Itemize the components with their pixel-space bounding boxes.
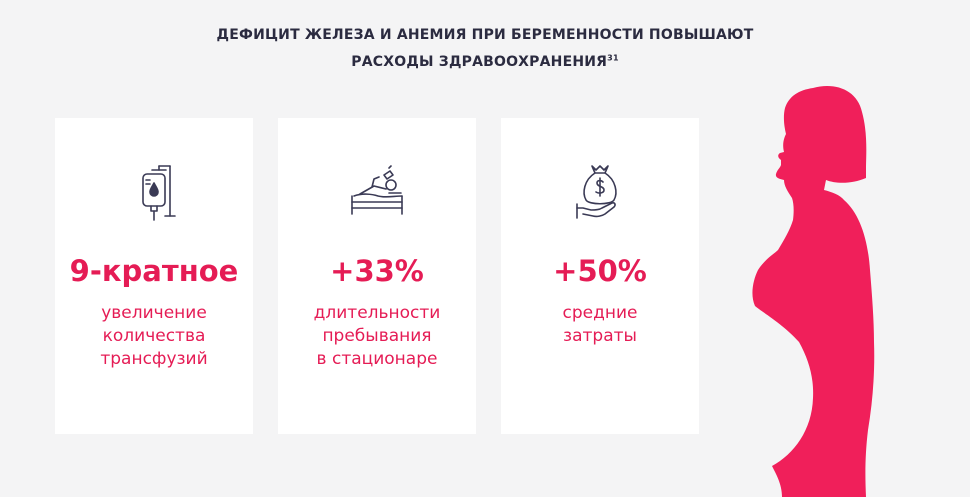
desc-line: количества (102, 326, 206, 346)
desc-line: пребывания (322, 326, 432, 346)
stat-card-costs: +50% средние затраты (501, 118, 699, 434)
title-line-2: РАСХОДЫ ЗДРАВООХРАНЕНИЯ31 (140, 49, 830, 76)
title-line-1: ДЕФИЦИТ ЖЕЛЕЗА И АНЕМИЯ ПРИ БЕРЕМЕННОСТИ… (216, 27, 754, 43)
stat-card-hospital-stay: +33% длительности пребывания в стационар… (278, 118, 476, 434)
stat-value: 9-кратное (69, 254, 239, 288)
stat-card-transfusions: 9-кратное увеличение количества трансфуз… (55, 118, 253, 434)
stat-description: увеличение количества трансфузий (55, 302, 253, 371)
iv-drip-bag-icon (119, 156, 189, 226)
stat-value: +33% (330, 254, 424, 288)
title-line-2-text: РАСХОДЫ ЗДРАВООХРАНЕНИЯ (351, 54, 608, 70)
footnote-ref: 31 (607, 53, 619, 63)
hospital-bed-icon (342, 156, 412, 226)
stat-description: средние затраты (501, 302, 699, 348)
page-title: ДЕФИЦИТ ЖЕЛЕЗА И АНЕМИЯ ПРИ БЕРЕМЕННОСТИ… (140, 22, 830, 76)
desc-line: трансфузий (100, 349, 208, 369)
desc-line: затраты (563, 326, 637, 346)
stat-description: длительности пребывания в стационаре (278, 302, 476, 371)
pregnant-woman-silhouette (700, 80, 970, 497)
desc-line: увеличение (101, 303, 207, 323)
money-bag-hand-icon (565, 156, 635, 226)
stat-value: +50% (553, 254, 647, 288)
desc-line: средние (562, 303, 638, 323)
desc-line: длительности (313, 303, 441, 323)
desc-line: в стационаре (316, 349, 438, 369)
